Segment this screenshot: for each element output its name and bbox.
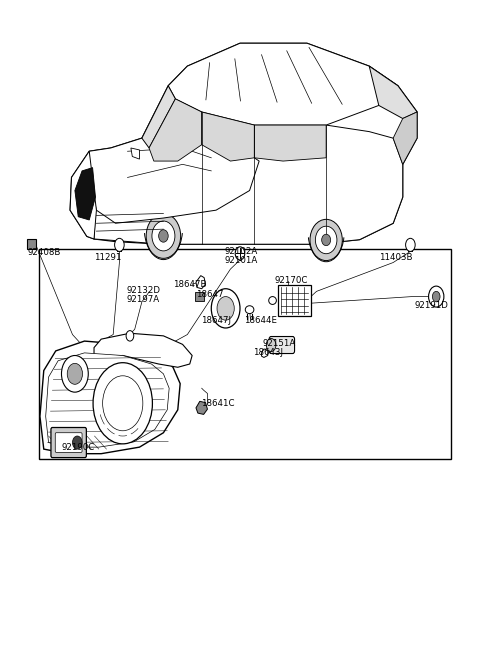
Polygon shape: [75, 168, 96, 220]
Bar: [39, 249, 451, 459]
Circle shape: [429, 286, 444, 307]
FancyBboxPatch shape: [55, 433, 82, 453]
Circle shape: [115, 238, 124, 251]
Text: 92197A: 92197A: [127, 295, 160, 304]
Polygon shape: [196, 276, 205, 289]
Polygon shape: [149, 99, 202, 161]
Polygon shape: [168, 43, 398, 125]
Bar: [27, 239, 36, 249]
Ellipse shape: [245, 306, 254, 314]
Circle shape: [406, 238, 415, 251]
FancyBboxPatch shape: [51, 428, 86, 458]
Polygon shape: [70, 152, 96, 239]
Polygon shape: [40, 341, 180, 454]
Polygon shape: [369, 66, 417, 119]
Circle shape: [126, 331, 134, 341]
Bar: [278, 285, 311, 316]
Polygon shape: [262, 349, 268, 358]
Polygon shape: [46, 353, 169, 447]
Text: 11291: 11291: [94, 253, 121, 262]
Polygon shape: [89, 138, 259, 223]
Circle shape: [217, 297, 234, 320]
Text: 92408B: 92408B: [27, 248, 60, 257]
Ellipse shape: [146, 214, 180, 258]
Text: 92191D: 92191D: [415, 300, 449, 310]
Ellipse shape: [322, 234, 331, 246]
Polygon shape: [254, 125, 326, 161]
Polygon shape: [94, 333, 192, 367]
Text: 18647B: 18647B: [173, 279, 206, 289]
Bar: [195, 292, 204, 301]
Polygon shape: [70, 43, 417, 244]
Text: 11403B: 11403B: [379, 253, 412, 262]
Ellipse shape: [315, 226, 337, 254]
Text: 92101A: 92101A: [225, 256, 258, 265]
Circle shape: [93, 363, 153, 444]
Circle shape: [61, 356, 88, 392]
Text: 18647J: 18647J: [201, 316, 231, 325]
Polygon shape: [131, 148, 140, 159]
Circle shape: [235, 247, 245, 260]
Circle shape: [103, 376, 143, 431]
Text: 92151A: 92151A: [263, 338, 296, 348]
Ellipse shape: [269, 297, 276, 304]
Text: 18644E: 18644E: [244, 316, 277, 325]
Polygon shape: [196, 401, 207, 415]
Polygon shape: [94, 99, 403, 244]
FancyBboxPatch shape: [269, 337, 295, 354]
Circle shape: [432, 291, 440, 302]
Circle shape: [266, 338, 276, 352]
Ellipse shape: [310, 219, 342, 260]
Text: 92102A: 92102A: [225, 247, 258, 256]
Text: 92170C: 92170C: [275, 276, 308, 285]
Circle shape: [67, 363, 83, 384]
Polygon shape: [202, 112, 254, 161]
Polygon shape: [142, 86, 175, 148]
Polygon shape: [393, 112, 417, 165]
Ellipse shape: [152, 221, 175, 251]
Text: 92132D: 92132D: [127, 286, 161, 295]
Text: 18643J: 18643J: [253, 348, 283, 358]
Ellipse shape: [158, 230, 168, 242]
Text: 18647: 18647: [196, 290, 224, 299]
Circle shape: [211, 289, 240, 328]
Circle shape: [72, 436, 82, 449]
Text: 18641C: 18641C: [201, 399, 234, 408]
Text: 92190C: 92190C: [62, 443, 95, 451]
